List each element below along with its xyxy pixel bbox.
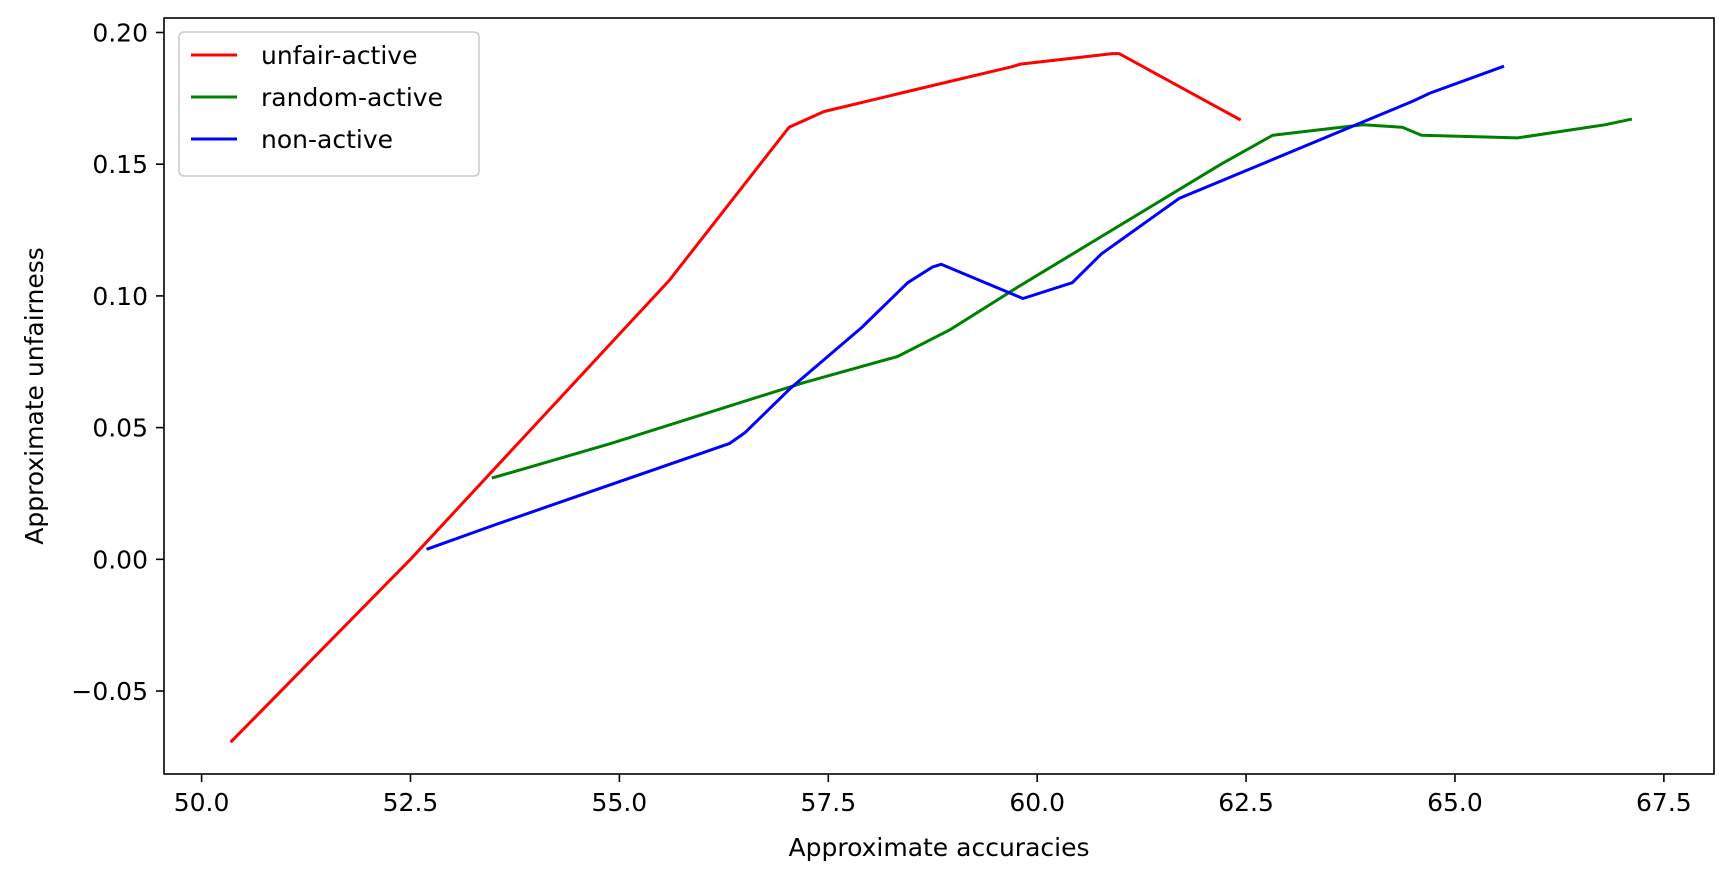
x-tick-label: 67.5 xyxy=(1636,788,1692,817)
x-tick-label: 62.5 xyxy=(1218,788,1274,817)
y-tick-label: 0.10 xyxy=(92,282,148,311)
series-line-unfair-active xyxy=(229,52,1242,744)
series-layer xyxy=(229,52,1633,744)
plot-frame xyxy=(163,17,1715,775)
x-tick-label: 50.0 xyxy=(174,788,230,817)
y-tick-label: 0.05 xyxy=(92,414,148,443)
x-axis-label: Approximate accuracies xyxy=(789,833,1090,862)
legend-box xyxy=(178,31,480,177)
legend-label: unfair-active xyxy=(261,41,417,70)
x-axis: 50.0 52.5 55.0 57.5 60.0 62.5 65.0 67.5 xyxy=(174,774,1692,817)
y-tick-label: 0.00 xyxy=(92,545,148,574)
x-tick-label: 55.0 xyxy=(592,788,648,817)
x-tick-label: 65.0 xyxy=(1427,788,1483,817)
x-tick-label: 60.0 xyxy=(1009,788,1065,817)
x-tick-label: 57.5 xyxy=(800,788,856,817)
y-tick-label: −0.05 xyxy=(71,677,148,706)
legend: unfair-active random-active non-active xyxy=(178,31,480,177)
y-tick-label: 0.15 xyxy=(92,150,148,179)
series-line-random-active xyxy=(491,117,1633,480)
legend-label: random-active xyxy=(261,83,443,112)
y-tick-label: 0.20 xyxy=(92,18,148,47)
x-tick-label: 52.5 xyxy=(383,788,439,817)
series-line-non-active xyxy=(426,64,1505,551)
legend-label: non-active xyxy=(261,125,393,154)
y-axis: −0.05 0.00 0.05 0.10 0.15 0.20 xyxy=(71,18,164,706)
y-axis-label: Approximate unfairness xyxy=(20,247,49,545)
